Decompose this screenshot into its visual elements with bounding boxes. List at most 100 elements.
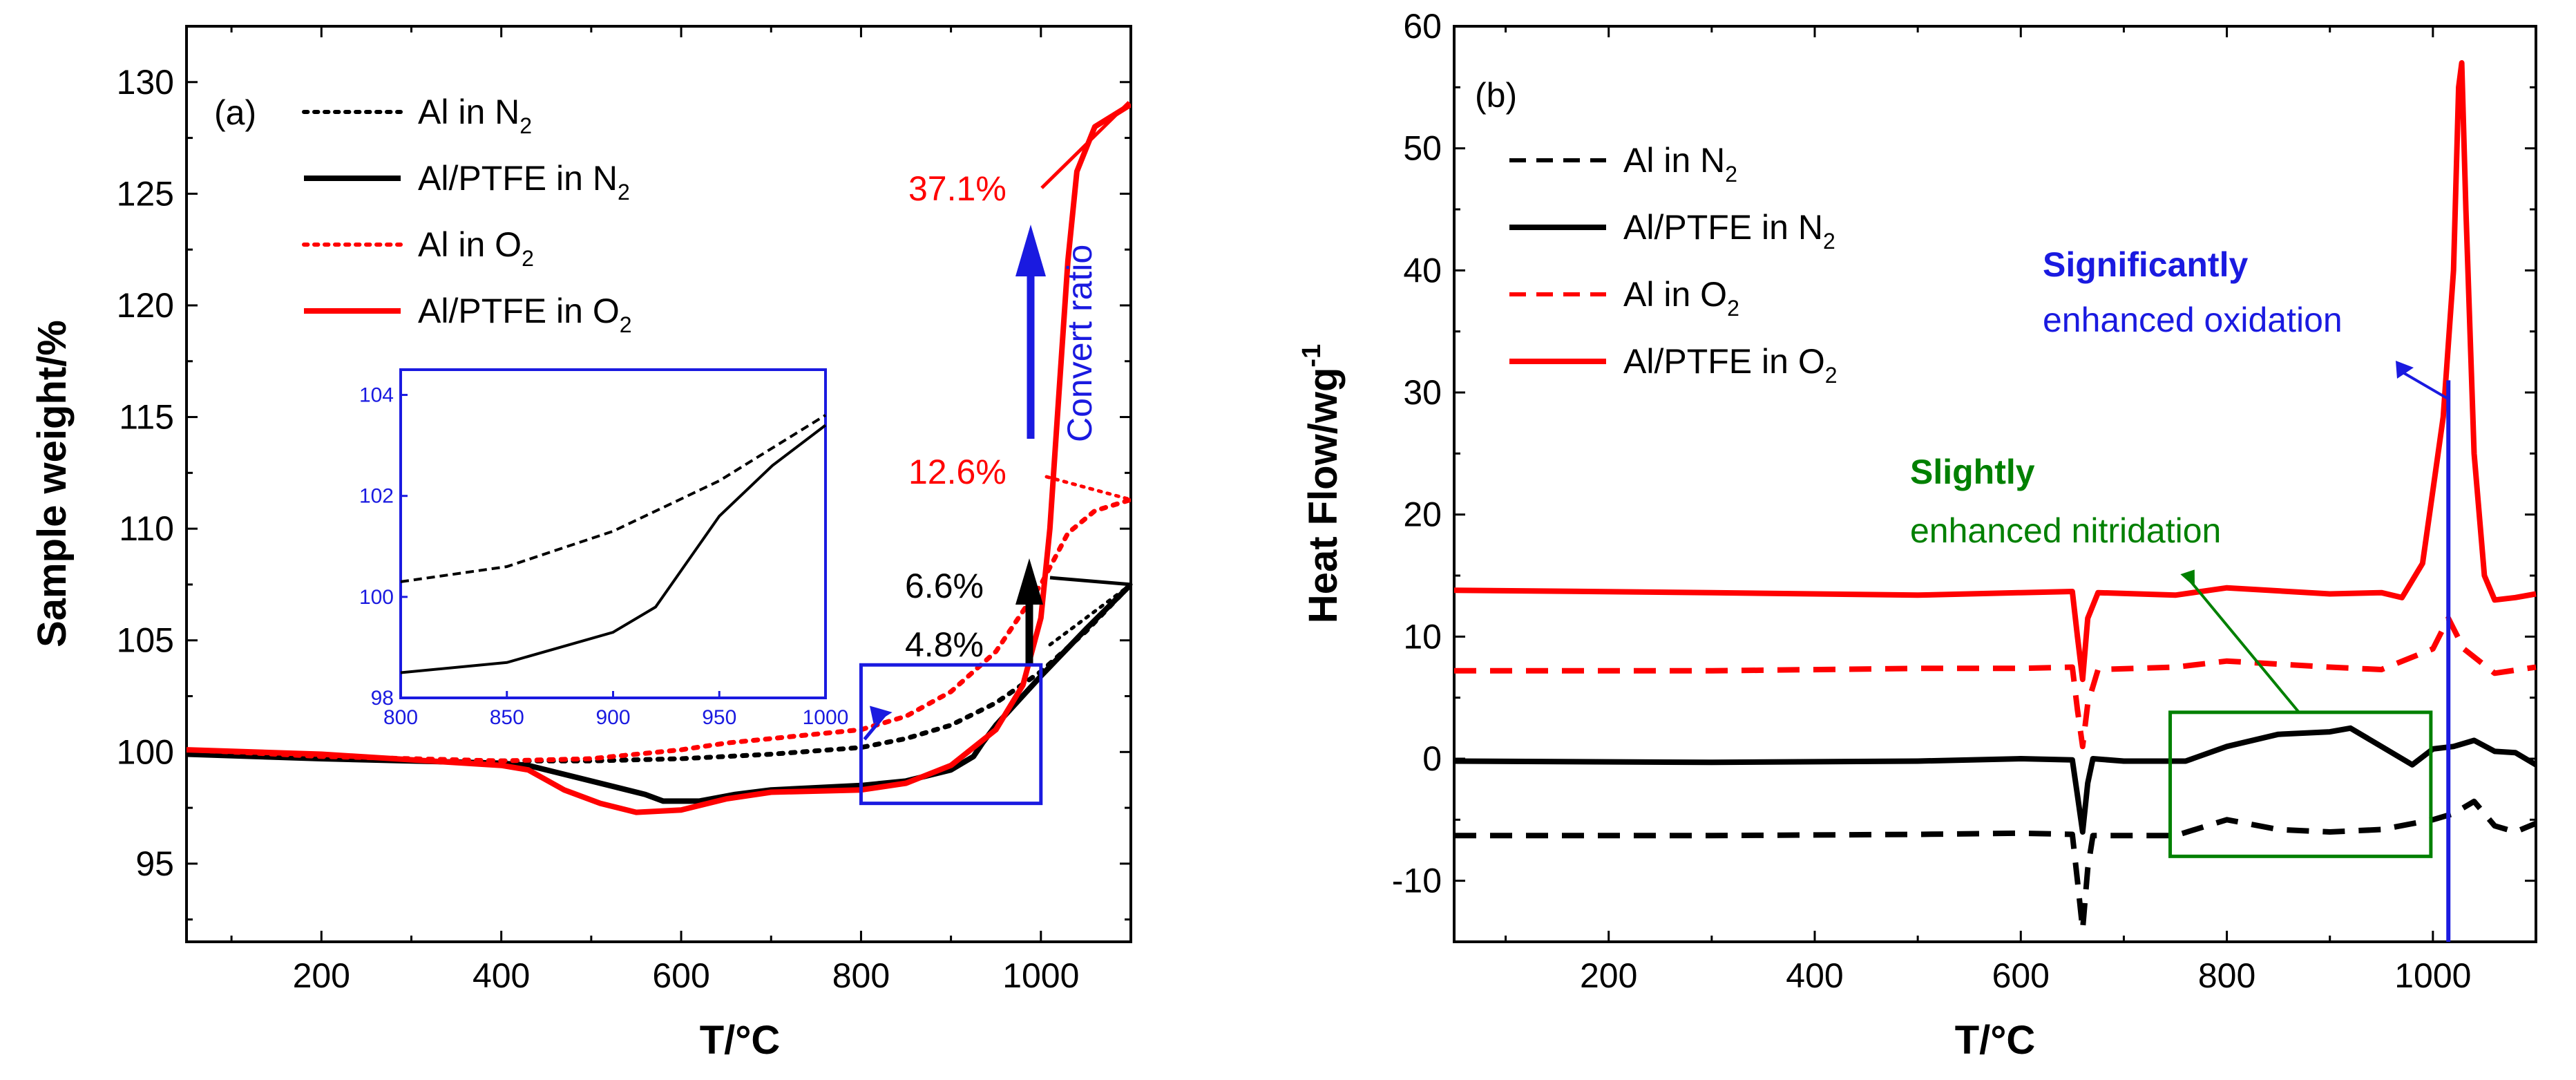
series-line-al-ptfe-in-o2 — [187, 102, 1131, 815]
slightly-label: Slightly — [1910, 453, 2035, 491]
x-tick-label: 600 — [652, 956, 709, 995]
panel-b: (b) 200 400 600 800 1000 -10 0 10 20 30 40 50 60 T/°… — [1297, 7, 2538, 1063]
nitridation-box — [2168, 710, 2433, 858]
legend-label-sub: 2 — [519, 113, 532, 138]
legend-label: Al/PTFE in O2 — [1623, 342, 1838, 388]
enhanced-nitridation-label: enhanced nitridation — [1910, 511, 2221, 550]
panel-b-x-axis-title: T/°C — [1955, 1018, 2036, 1063]
panel-b-frame — [1453, 25, 2537, 943]
inset-y-tick-label: 104 — [359, 384, 394, 407]
leader-line-o2-al — [1044, 475, 1133, 502]
y-tick-label: 105 — [117, 621, 174, 660]
legend-label-main: Al in N — [418, 93, 519, 131]
panel-b-annotations: Significantly enhanced oxidation Slightly e… — [1910, 245, 2451, 942]
legend-label: Al/PTFE in N2 — [418, 159, 630, 205]
n2-arrow-head — [1015, 558, 1043, 605]
x-tick-label: 1000 — [1002, 956, 1079, 995]
legend-label-main: Al/PTFE in N — [418, 159, 618, 198]
legend-label-sub: 2 — [522, 246, 534, 271]
y-tick-label: -10 — [1392, 862, 1442, 900]
legend-label-main: Al/PTFE in O — [1623, 342, 1825, 381]
x-tick-label: 400 — [1786, 956, 1843, 995]
inset-x-tick-label: 850 — [490, 706, 524, 729]
y-tick-label: 120 — [117, 286, 174, 325]
y-tick-label: 125 — [117, 174, 174, 213]
legend-label-sub: 2 — [1725, 162, 1737, 187]
legend-label-main: Al in O — [1623, 275, 1727, 314]
enhanced-oxidation-label: enhanced oxidation — [2043, 301, 2343, 339]
inset-frame — [399, 368, 827, 699]
legend-label-sub: 2 — [1825, 363, 1838, 388]
pct-label-n2-al: 4.8% — [905, 625, 984, 664]
panel-b-series — [1453, 60, 2538, 933]
x-tick-label: 800 — [832, 956, 890, 995]
legend-label-sub: 2 — [1727, 296, 1739, 321]
legend-label-main: Al/PTFE in N — [1623, 208, 1823, 247]
inset-x-tick-label: 900 — [595, 706, 630, 729]
inset-series-al-ptfe-in-n2 — [400, 424, 827, 674]
legend-label-sub: 2 — [618, 180, 630, 205]
x-tick-label: 400 — [473, 956, 530, 995]
x-tick-label: 1000 — [2394, 956, 2471, 995]
series-line-al-ptfe-in-n2 — [1453, 725, 2538, 835]
y-tick-label: 95 — [135, 844, 174, 883]
inset-y-tick-label: 98 — [371, 687, 394, 710]
panel-a-inset: 800 850 900 950 1000 98 100 102 104 — [359, 368, 849, 729]
y-tick-label: 40 — [1403, 251, 1442, 290]
y-tick-label: 0 — [1422, 739, 1442, 778]
legend-label: Al in N2 — [418, 93, 532, 138]
series-line-al-ptfe-in-o2 — [1453, 60, 2537, 683]
legend-label: Al in N2 — [1623, 141, 1737, 187]
inset-y-tick-label: 102 — [359, 485, 394, 508]
legend-label-main: Al in N — [1623, 141, 1725, 180]
panel-a-frame — [185, 25, 1132, 943]
panel-a-label: (a) — [214, 93, 256, 132]
panel-b-axes: 200 400 600 800 1000 -10 0 10 20 30 40 50 60 — [1392, 7, 2537, 995]
y-tick-label: 115 — [119, 398, 174, 437]
legend-label: Al/PTFE in N2 — [1623, 208, 1835, 254]
zoom-box — [859, 663, 1043, 806]
x-tick-label: 200 — [1580, 956, 1637, 995]
y-tick-label: 50 — [1403, 129, 1442, 168]
inset-x-tick-label: 800 — [383, 706, 418, 729]
nitridation-pointer-line — [2188, 579, 2300, 714]
inset-x-tick-label: 1000 — [803, 706, 849, 729]
legend-label: Al in O2 — [418, 225, 534, 271]
legend-label-sub: 2 — [620, 312, 632, 337]
y-tick-label: 60 — [1403, 7, 1442, 46]
series-line-al-in-o2 — [1454, 615, 2537, 750]
legend-label-main: Al/PTFE in O — [418, 292, 620, 330]
legend-label: Al in O2 — [1623, 275, 1739, 321]
pct-label-o2-al: 12.6% — [908, 453, 1006, 491]
panel-a-y-axis-title: Sample weight/% — [30, 320, 75, 647]
convert-ratio-arrow-head — [1015, 225, 1046, 276]
leader-line-n2-al — [1048, 582, 1133, 647]
panel-a-axes: 200 400 600 800 1000 95 100 105 110 115 120 125 130 — [117, 25, 1132, 995]
panel-a-annotations: 37.1% 12.6% Convert ratio 6.6% 4.8% — [859, 101, 1133, 806]
convert-ratio-label: Convert ratio — [1060, 245, 1099, 442]
inset-y-tick-label: 100 — [359, 586, 394, 609]
legend-label: Al/PTFE in O2 — [418, 292, 632, 337]
inset-series-al-in-n2 — [400, 414, 827, 583]
y-tick-label: 10 — [1403, 617, 1442, 656]
oxidation-pointer-line — [2403, 372, 2449, 400]
pct-label-n2-ptfe: 6.6% — [905, 567, 984, 605]
y-tick-label: 20 — [1403, 495, 1442, 534]
panel-b-y-axis-title: Heat Flow/wg-1 — [1297, 344, 1346, 623]
x-tick-label: 200 — [293, 956, 350, 995]
significantly-label: Significantly — [2043, 245, 2248, 284]
panel-a: (a) 200 400 600 800 1000 95 100 105 110 115 120 125… — [30, 25, 1133, 1063]
y-tick-label: 100 — [117, 732, 174, 771]
x-tick-label: 800 — [2198, 956, 2255, 995]
oxidation-pointer-arrow — [2396, 361, 2414, 379]
y-tick-label: 30 — [1403, 373, 1442, 412]
zoom-pointer-arrow — [870, 705, 893, 724]
panel-b-label: (b) — [1475, 76, 1517, 115]
y-tick-label: 110 — [119, 509, 174, 548]
leader-line-n2-ptfe — [1049, 576, 1132, 587]
legend-label-main: Al in O — [418, 225, 522, 264]
pct-label-o2-ptfe: 37.1% — [908, 169, 1006, 208]
